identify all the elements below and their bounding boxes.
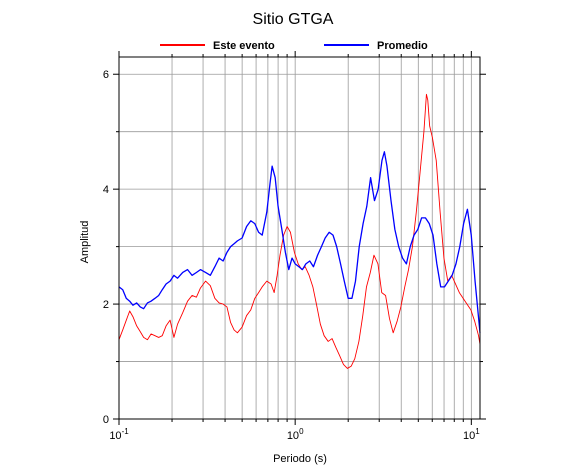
x-tick-label: 101 <box>463 427 480 442</box>
x-axis-label: Periodo (s) <box>273 453 327 465</box>
x-tick-label: 100 <box>287 427 304 442</box>
series-line <box>118 93 481 369</box>
legend: Este evento Promedio <box>160 40 428 52</box>
y-tick-label: 0 <box>103 414 109 426</box>
plot-frame <box>118 56 481 420</box>
x-tick-label: 10-1 <box>109 427 129 442</box>
legend-label: Este evento <box>213 40 275 52</box>
y-axis-label: Amplitud <box>79 221 91 264</box>
y-axis-ticks: 0 2 4 6 <box>103 69 486 426</box>
y-tick-label: 4 <box>103 184 109 196</box>
chart-title: Sitio GTGA <box>253 11 334 28</box>
y-tick-label: 6 <box>103 69 109 81</box>
y-tick-label: 2 <box>103 299 109 311</box>
plot-area: 10-1 100 101 0 2 4 6 <box>103 51 486 442</box>
legend-label: Promedio <box>377 40 428 52</box>
series-group <box>118 93 481 369</box>
grid <box>118 57 480 419</box>
x-axis-ticks: 10-1 100 101 <box>109 51 480 442</box>
plot-border <box>118 56 481 420</box>
series-line <box>118 151 481 333</box>
